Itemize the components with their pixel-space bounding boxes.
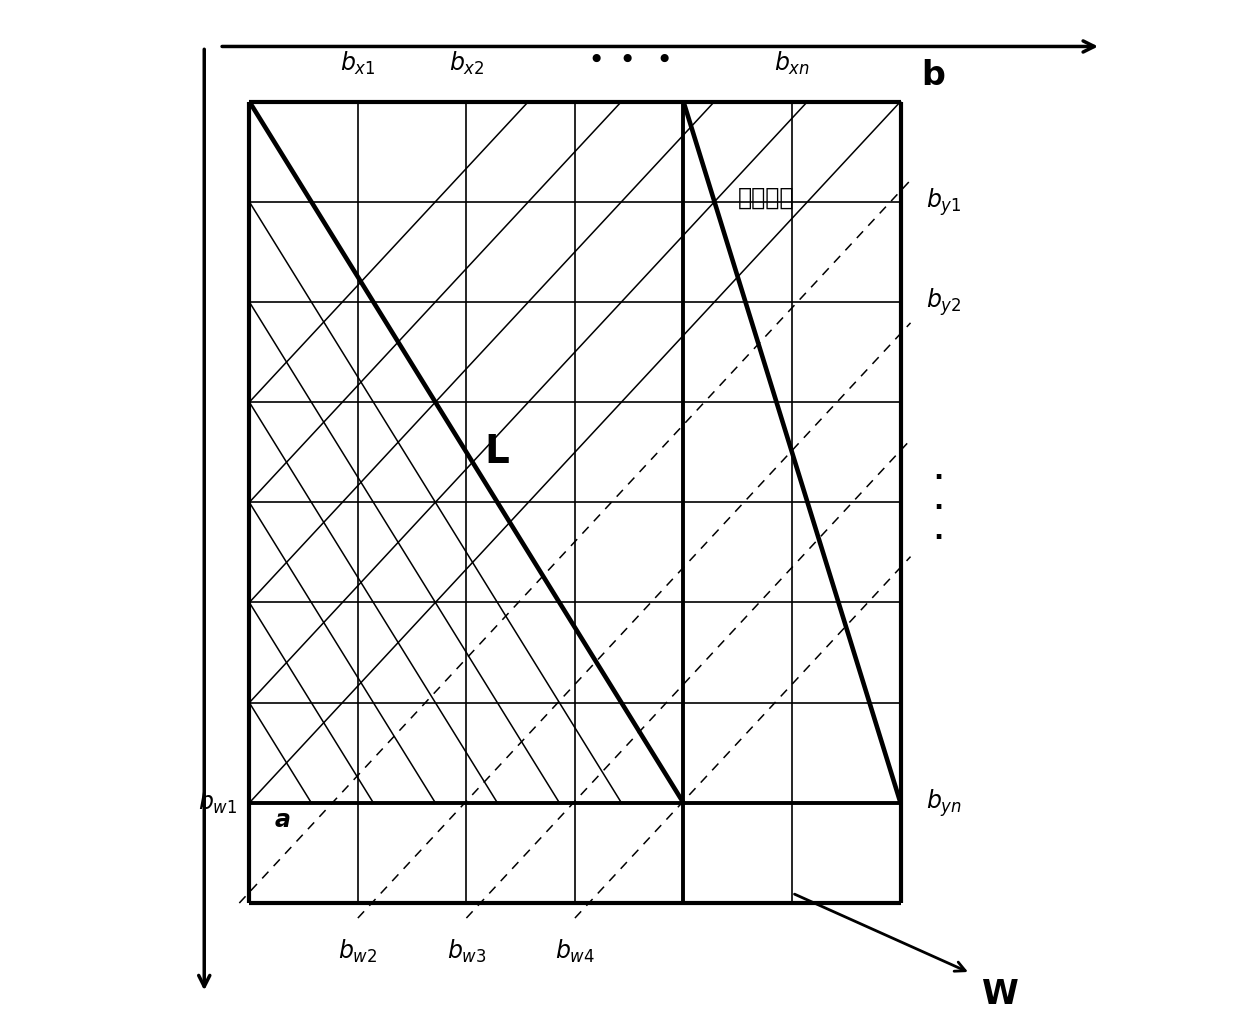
Text: $b_{x2}$: $b_{x2}$ xyxy=(449,49,484,76)
Text: a: a xyxy=(274,808,290,832)
Text: $b_{yn}$: $b_{yn}$ xyxy=(925,787,962,818)
Text: $b_{w1}$: $b_{w1}$ xyxy=(198,789,237,816)
Text: $b_{w4}$: $b_{w4}$ xyxy=(554,939,595,965)
Text: $b_{w3}$: $b_{w3}$ xyxy=(446,939,486,965)
Text: $b_{w2}$: $b_{w2}$ xyxy=(339,939,377,965)
Text: 监测区域: 监测区域 xyxy=(738,185,794,210)
Text: $b_{x1}$: $b_{x1}$ xyxy=(340,49,376,76)
Text: $\mathbf{b}$: $\mathbf{b}$ xyxy=(920,59,945,92)
Text: $b_{y2}$: $b_{y2}$ xyxy=(925,286,961,318)
Text: $\mathbf{W}$: $\mathbf{W}$ xyxy=(981,978,1018,1011)
Text: $\bullet\ \bullet\ \bullet$: $\bullet\ \bullet\ \bullet$ xyxy=(588,44,671,71)
Text: $\mathbf{L}$: $\mathbf{L}$ xyxy=(484,434,510,471)
Text: $b_{y1}$: $b_{y1}$ xyxy=(925,186,961,218)
Text: $b_{xn}$: $b_{xn}$ xyxy=(774,49,810,76)
Text: .
.
.: . . . xyxy=(934,459,944,546)
